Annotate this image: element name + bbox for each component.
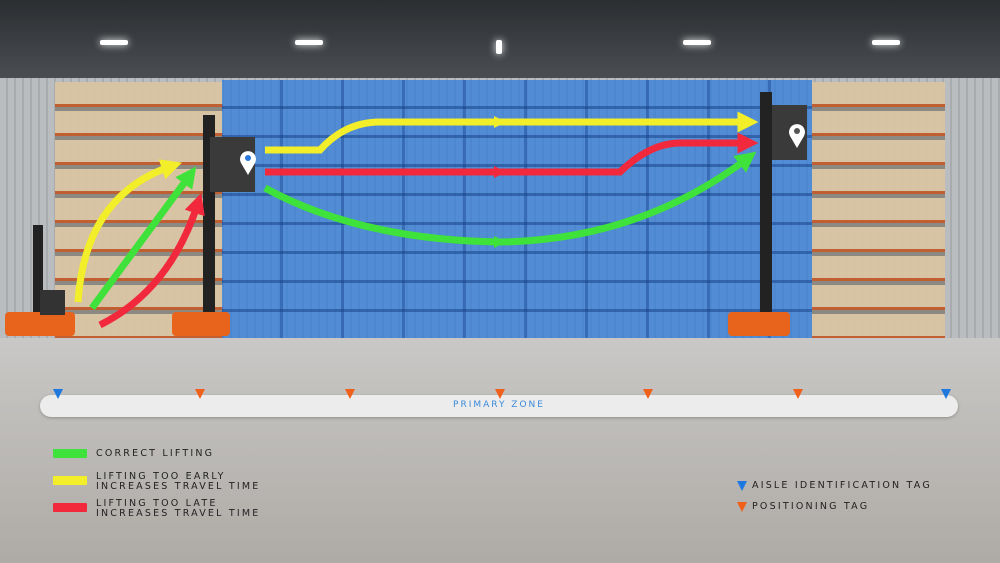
ceiling-light [683, 40, 711, 45]
primary-zone-bar: PRIMARY ZONE [40, 395, 958, 417]
legend-swatch-red [53, 503, 87, 512]
aisle-tag-marker [941, 389, 951, 399]
legend-lifting-too-late: LIFTING TOO LATE INCREASES TRAVEL TIME [96, 498, 261, 519]
legend-swatch-green [53, 449, 87, 458]
mid-arrow-green [494, 236, 506, 248]
legend-aisle-tag: AISLE IDENTIFICATION TAG [752, 480, 932, 491]
legend-lifting-too-early: LIFTING TOO EARLY INCREASES TRAVEL TIME [96, 471, 261, 492]
aisle-tag-marker [53, 389, 63, 399]
aisle-tag-legend-icon [737, 481, 747, 491]
legend-swatch-yellow [53, 476, 87, 485]
ceiling-light [295, 40, 323, 45]
location-pin-icon [789, 124, 806, 148]
yellow-lift-path-left [74, 159, 182, 303]
forklift-left-2 [172, 115, 255, 336]
red-lift-path-left [98, 193, 205, 329]
yellow-travel-path [265, 111, 759, 154]
ceiling-light [100, 40, 128, 45]
positioning-tag-marker [793, 389, 803, 399]
right-rack [812, 82, 945, 338]
legend-positioning-tag: POSITIONING TAG [752, 501, 870, 512]
positioning-tag-marker [495, 389, 505, 399]
ceiling-light [496, 40, 502, 54]
mid-arrow-yellow [494, 116, 506, 128]
legend-correct-lifting: CORRECT LIFTING [96, 448, 215, 459]
positioning-tag-marker [195, 389, 205, 399]
location-pin-icon [240, 151, 256, 175]
ceiling-light [872, 40, 900, 45]
mid-arrow-red [494, 166, 506, 178]
forklift-left-1 [5, 225, 75, 336]
warehouse-floor [0, 338, 1000, 563]
warehouse-ceiling [0, 0, 1000, 78]
zone-label: PRIMARY ZONE [453, 400, 545, 410]
green-lift-path-left [89, 166, 197, 311]
positioning-tag-marker [643, 389, 653, 399]
red-travel-path [265, 132, 759, 176]
positioning-tag-marker [345, 389, 355, 399]
positioning-tag-legend-icon [737, 502, 747, 512]
